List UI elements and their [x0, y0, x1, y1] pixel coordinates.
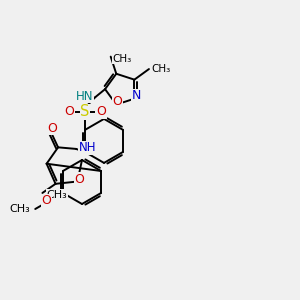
Text: CH₃: CH₃ [10, 204, 30, 214]
Text: O: O [64, 105, 74, 119]
Text: O: O [41, 194, 51, 208]
Text: O: O [47, 122, 57, 134]
Text: O: O [112, 95, 122, 108]
Text: N: N [132, 89, 141, 102]
Text: O: O [96, 105, 106, 119]
Text: CH₃: CH₃ [113, 54, 132, 64]
Text: NH: NH [79, 141, 97, 154]
Text: HN: HN [76, 90, 93, 103]
Text: CH₃: CH₃ [151, 64, 170, 74]
Text: CH₃: CH₃ [46, 190, 67, 200]
Text: O: O [74, 173, 84, 186]
Text: S: S [80, 104, 90, 119]
